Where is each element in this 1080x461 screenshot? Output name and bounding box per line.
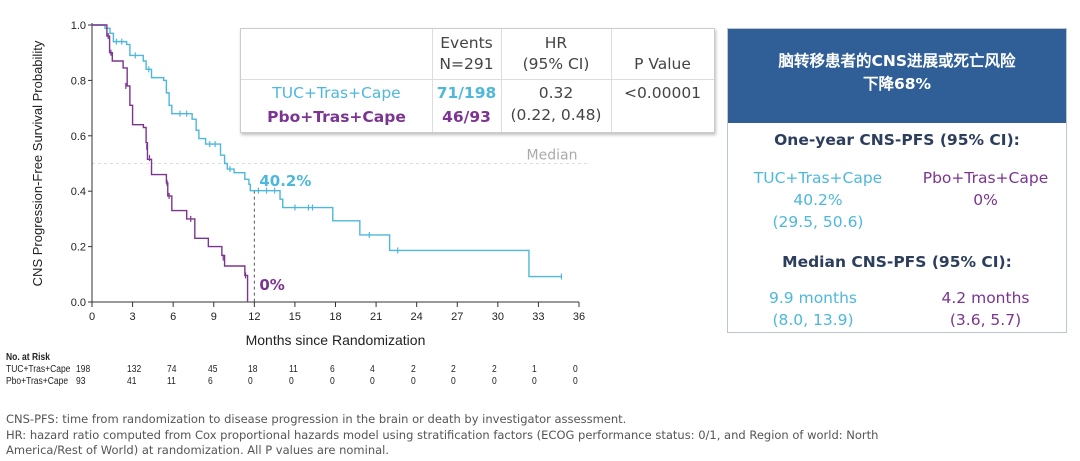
risk-value: 0 [491, 376, 497, 387]
risk-value: 198 [76, 364, 91, 375]
risk-value: 6 [329, 364, 335, 375]
x-tick-label: 18 [329, 311, 341, 323]
y-tick-label: 0.4 [71, 186, 86, 198]
risk-value: 0 [573, 364, 578, 375]
risk-label-tuc: TUC+Tras+Cape [6, 364, 71, 375]
events-tuc: 71/198 [436, 84, 497, 102]
pbo-one-year: Pbo+Tras+Cape 0% [922, 169, 1049, 209]
x-tick-label: 6 [170, 311, 176, 323]
x-tick-label: 33 [532, 311, 544, 323]
events-pbo: 46/93 [442, 108, 491, 126]
y-tick-label: 1.0 [71, 20, 86, 32]
x-tick-label: 0 [89, 311, 95, 323]
risk-value: 0 [370, 376, 375, 387]
risk-value: 0 [451, 376, 456, 387]
risk-value: 74 [167, 364, 177, 375]
curve-annotation-pbo: 0% [259, 276, 284, 294]
x-tick-label: 9 [211, 311, 217, 323]
risk-value: 45 [207, 364, 218, 375]
risk-value: 1 [532, 364, 538, 375]
hazard-ratio-table: Events N=291 HR (95% CI) P Value TUC+Tras+… [240, 28, 715, 133]
risk-value: 0 [288, 376, 294, 387]
footnotes: CNS-PFS: time from randomization to dise… [6, 412, 878, 459]
p-value-header: P Value [634, 55, 691, 73]
x-tick-label: 24 [411, 311, 423, 323]
risk-value: 2 [451, 364, 456, 375]
pbo-median: 4.2 months (3.6, 5.7) [941, 289, 1030, 329]
x-axis-label: Months since Randomization [246, 332, 426, 348]
y-tick-label: 0.6 [71, 131, 86, 143]
footnote: CNS-PFS: time from randomization to dise… [6, 412, 627, 426]
risk-value: 2 [410, 364, 416, 375]
km-curve-pbo [92, 24, 249, 302]
tuc-median: 9.9 months (8.0, 13.9) [769, 289, 857, 329]
events-header: Events N=291 [439, 34, 494, 73]
risk-label-pbo: Pbo+Tras+Cape [6, 376, 69, 387]
km-curve-tuc [92, 24, 562, 278]
median-heading: Median CNS-PFS (95% CI): [782, 253, 1012, 271]
risk-value: 0 [410, 376, 416, 387]
one-year-heading: One-year CNS-PFS (95% CI): [774, 131, 1020, 149]
risk-value: 6 [207, 376, 213, 387]
hr-ci: (0.22, 0.48) [510, 106, 602, 124]
footnote: HR: hazard ratio computed from Cox propo… [6, 427, 879, 442]
risk-value: 0 [248, 376, 254, 387]
panel-title: 脑转移患者的CNS进展或死亡风险 下降68% [728, 29, 1066, 123]
y-axis-label: CNS Progression-Free Survival Probabilit… [30, 40, 45, 286]
risk-value: 11 [167, 376, 176, 387]
arm-label-pbo: Pbo+Tras+Cape [267, 108, 406, 126]
x-tick-label: 15 [289, 311, 301, 323]
risk-value: 11 [288, 364, 298, 375]
curve-annotation-tuc: 40.2% [259, 172, 311, 190]
risk-value: 41 [126, 376, 137, 387]
risk-value: 0 [329, 376, 335, 387]
risk-value: 0 [532, 376, 538, 387]
p-value: <0.00001 [623, 84, 702, 102]
x-tick-label: 21 [370, 311, 382, 323]
risk-value: 132 [126, 364, 141, 375]
tuc-one-year: TUC+Tras+Cape 40.2% (29.5, 50.6) [753, 169, 883, 231]
x-tick-label: 12 [248, 311, 260, 323]
risk-value: 2 [491, 364, 497, 375]
y-tick-label: 0.0 [71, 297, 86, 309]
y-tick-label: 0.2 [71, 242, 86, 254]
footnote: America/Rest of World) at randomization.… [6, 443, 390, 457]
hr-value: 0.32 [538, 84, 574, 102]
risk-value: 0 [573, 376, 578, 387]
risk-table-title: No. at Risk [6, 352, 50, 363]
x-tick-label: 3 [130, 311, 136, 323]
y-tick-label: 0.8 [71, 75, 86, 87]
x-tick-label: 30 [492, 311, 504, 323]
x-tick-label: 27 [451, 311, 463, 323]
hr-header: HR (95% CI) [522, 34, 590, 73]
arm-label-tuc: TUC+Tras+Cape [272, 84, 401, 102]
risk-value: 4 [370, 364, 375, 375]
risk-value: 93 [76, 376, 86, 387]
x-tick-label: 36 [573, 311, 585, 323]
summary-panel: 脑转移患者的CNS进展或死亡风险 下降68% One-year CNS-PFS (… [727, 28, 1067, 333]
risk-value: 18 [248, 364, 258, 375]
median-label: Median [527, 148, 578, 164]
